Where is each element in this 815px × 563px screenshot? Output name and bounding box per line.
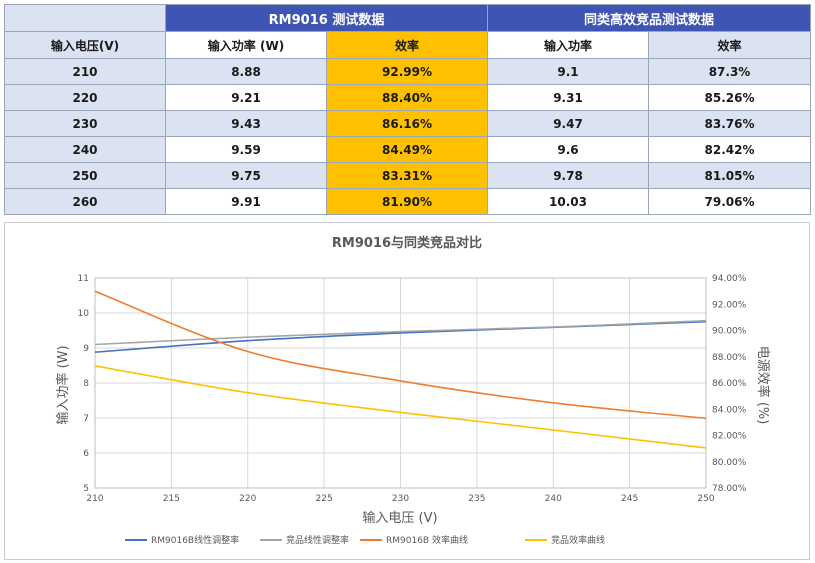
y-tick-label-left: 6 [83,449,89,459]
x-tick-label: 210 [86,494,103,504]
cell-comp-power: 9.6 [487,136,649,163]
group-header-row: RM9016 测试数据 同类高效竞品测试数据 [4,4,812,32]
y-tick-label-right: 80.00% [712,458,747,468]
cell-rm-power: 9.75 [165,162,327,189]
cell-comp-efficiency: 83.76% [647,110,812,137]
column-header-row: 输入电压(V) 输入功率 (W) 效率 输入功率 效率 [4,31,812,59]
x-tick-label: 220 [239,494,256,504]
legend-label: 竞品效率曲线 [551,534,605,546]
column-header-rm-efficiency: 效率 [326,31,488,59]
legend-label: 竞品线性调整率 [286,534,349,546]
cell-rm-efficiency: 86.16% [326,110,488,137]
cell-voltage: 260 [4,188,166,215]
cell-voltage: 250 [4,162,166,189]
cell-comp-efficiency: 79.06% [647,188,812,215]
x-tick-label: 215 [163,494,180,504]
cell-comp-efficiency: 87.3% [647,58,812,85]
legend: RM9016B线性调整率 竞品线性调整率 RM9016B 效率曲线 竞品效率曲线 [125,534,605,546]
group-header-competitor: 同类高效竞品测试数据 [486,4,812,32]
comparison-chart: RM9016与同类竞品对比 输入电压 (V) 输入功率 (W) 电源效率 (%)… [55,235,771,546]
cell-rm-efficiency: 83.31% [326,162,488,189]
y-tick-label-right: 94.00% [712,274,747,284]
y-tick-label-left: 5 [83,484,89,494]
column-header-comp-power: 输入功率 [487,31,649,59]
cell-rm-efficiency: 88.40% [326,84,488,111]
y-tick-label-left: 8 [83,379,89,389]
legend-label: RM9016B线性调整率 [151,534,239,546]
y-tick-label-right: 90.00% [712,327,747,337]
cell-voltage: 240 [4,136,166,163]
ticks-layer: 210 215 220 225 230 235 240 245 250 5 6 7 8 9 10 11 78.0… [78,274,747,504]
cell-voltage: 230 [4,110,166,137]
y-axis-left-label: 输入功率 (W) [55,345,71,424]
cell-comp-efficiency: 81.05% [647,162,812,189]
group-header-blank [4,4,166,32]
x-tick-label: 250 [697,494,714,504]
y-tick-label-right: 92.00% [712,300,747,310]
test-data-table: RM9016 测试数据 同类高效竞品测试数据 输入电压(V) 输入功率 (W) … [4,4,812,215]
cell-comp-power: 9.47 [487,110,649,137]
cell-voltage: 220 [4,84,166,111]
cell-comp-power: 9.31 [487,84,649,111]
chart-title: RM9016与同类竞品对比 [332,235,482,251]
cell-comp-efficiency: 85.26% [647,84,812,111]
x-tick-label: 240 [545,494,562,504]
column-header-rm-power: 输入功率 (W) [165,31,327,59]
data-table-container: RM9016 测试数据 同类高效竞品测试数据 输入电压(V) 输入功率 (W) … [4,4,812,215]
table-row: 250 9.75 83.31% 9.78 81.05% [4,162,812,189]
cell-rm-power: 9.59 [165,136,327,163]
cell-rm-efficiency: 84.49% [326,136,488,163]
cell-rm-power: 8.88 [165,58,327,85]
x-tick-label: 245 [621,494,638,504]
cell-comp-power: 9.1 [487,58,649,85]
y-tick-label-right: 82.00% [712,432,747,442]
series-layer [94,290,707,449]
cell-comp-power: 10.03 [487,188,649,215]
plot-area [94,277,707,489]
x-tick-label: 230 [392,494,409,504]
legend-label: RM9016B 效率曲线 [386,534,468,546]
grid-layer [94,277,707,489]
column-header-voltage: 输入电压(V) [4,31,166,59]
chart-frame: RM9016与同类竞品对比 输入电压 (V) 输入功率 (W) 电源效率 (%)… [4,222,810,560]
y-tick-label-right: 88.00% [712,353,747,363]
cell-rm-power: 9.21 [165,84,327,111]
table-row: 230 9.43 86.16% 9.47 83.76% [4,110,812,137]
cell-rm-efficiency: 81.90% [326,188,488,215]
cell-comp-power: 9.78 [487,162,649,189]
rm9016b-efficiency-line [94,290,707,420]
y-tick-label-right: 84.00% [712,405,747,415]
table-row: 240 9.59 84.49% 9.6 82.42% [4,136,812,163]
y-tick-label-left: 11 [78,274,89,284]
column-header-comp-efficiency: 效率 [647,31,812,59]
table-row: 210 8.88 92.99% 9.1 87.3% [4,58,812,85]
x-tick-label: 225 [316,494,333,504]
y-axis-right-label: 电源效率 (%) [755,346,771,425]
cell-rm-power: 9.91 [165,188,327,215]
competitor-power-line [94,319,707,346]
y-tick-label-left: 10 [78,309,90,319]
table-row: 260 9.91 81.90% 10.03 79.06% [4,188,812,215]
y-tick-label-right: 78.00% [712,484,747,494]
cell-rm-power: 9.43 [165,110,327,137]
cell-voltage: 210 [4,58,166,85]
x-axis-label: 输入电压 (V) [362,510,437,526]
x-tick-label: 235 [468,494,485,504]
cell-rm-efficiency: 92.99% [326,58,488,85]
group-header-rm9016: RM9016 测试数据 [165,4,488,32]
table-row: 220 9.21 88.40% 9.31 85.26% [4,84,812,111]
competitor-efficiency-line [94,365,707,449]
y-tick-label-right: 86.00% [712,379,747,389]
y-tick-label-left: 9 [83,344,89,354]
cell-comp-efficiency: 82.42% [647,136,812,163]
y-tick-label-left: 7 [83,414,89,424]
